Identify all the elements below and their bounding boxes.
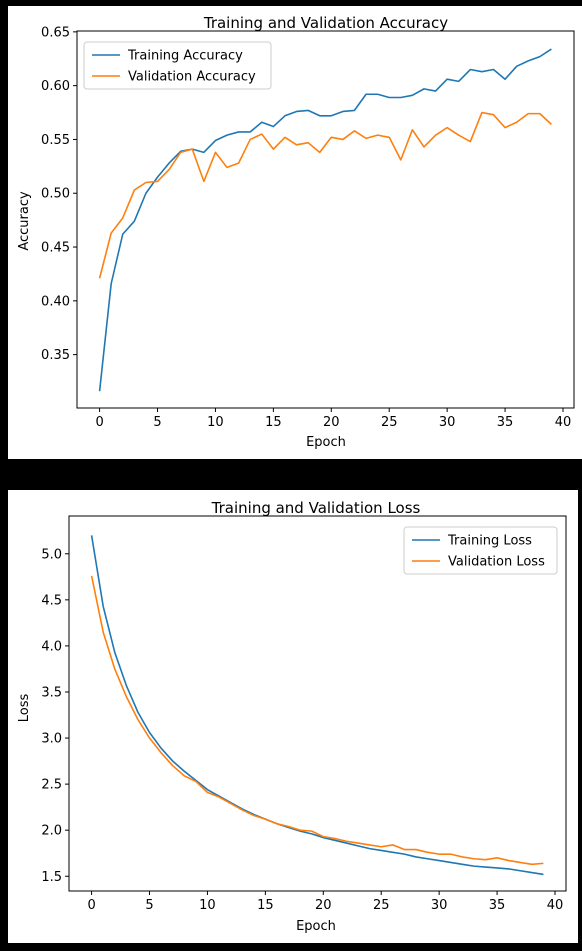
axis-ticks: 0 5 10 15 20 25 30 35 40 0.35 0.40 0.45 0.50 0.55 0.60… [41,25,571,430]
x-tick-label: 25 [381,415,398,430]
y-tick-label: 0.55 [41,133,70,148]
legend-entry: Training Loss [447,534,532,549]
x-tick-label: 10 [199,898,216,913]
y-tick-label: 0.45 [41,241,70,256]
series-lines [90,535,544,876]
x-tick-label: 0 [95,415,103,430]
y-tick-label: 5.0 [41,547,62,562]
y-tick-label: 3.5 [41,685,62,700]
legend-entry: Validation Loss [448,555,545,570]
x-tick-label: 15 [257,898,274,913]
y-tick-label: 0.50 [41,187,70,202]
legend-frame [83,41,272,90]
axis-ticks: 0 5 10 15 20 25 30 35 40 1.5 2.0 2.5 3.0 3.5 4.0 4.5 5.0 [41,547,563,913]
series-lines [98,48,552,392]
x-axis-label: Epoch [296,919,336,934]
y-tick-label: 0.65 [41,25,70,40]
x-tick-label: 40 [555,415,572,430]
x-tick-label: 35 [489,898,506,913]
legend: Training Accuracy Validation Accuracy [83,41,272,90]
plot-frame [76,30,575,409]
x-tick-label: 5 [153,415,161,430]
x-tick-label: 30 [439,415,456,430]
x-tick-label: 5 [145,898,153,913]
y-tick-label: 0.60 [41,79,70,94]
chart-title: Training and Validation Loss [211,499,421,517]
y-tick-label: 1.5 [41,870,62,885]
x-tick-label: 40 [547,898,564,913]
series-line-validation-accuracy [98,111,552,279]
accuracy-chart-panel: Training and Validation Accuracy Epoch A… [8,6,582,459]
loss-chart-panel: Training and Validation Loss Epoch Loss … [8,490,578,943]
y-tick-label: 0.35 [41,348,70,363]
y-tick-label: 4.5 [41,593,62,608]
loss-chart: Training and Validation Loss Epoch Loss … [17,499,567,934]
series-line-validation-loss [90,575,544,866]
y-axis-label: Loss [17,694,32,723]
y-axis-label: Accuracy [17,191,32,251]
chart-title: Training and Validation Accuracy [203,14,448,32]
y-tick-label: 2.0 [41,824,62,839]
x-tick-label: 20 [315,898,332,913]
x-axis-label: Epoch [306,435,346,450]
x-tick-label: 20 [323,415,340,430]
legend-entry: Training Accuracy [127,49,243,64]
y-tick-label: 0.40 [41,294,70,309]
legend-entry: Validation Accuracy [128,70,256,85]
x-tick-label: 25 [373,898,390,913]
y-tick-label: 4.0 [41,639,62,654]
y-tick-label: 2.5 [41,778,62,793]
plot-frame [68,515,567,892]
y-tick-label: 3.0 [41,732,62,747]
x-tick-label: 0 [87,898,95,913]
legend: Training Loss Validation Loss [403,526,558,575]
x-tick-label: 10 [207,415,224,430]
legend-frame [403,526,558,575]
x-tick-label: 35 [497,415,514,430]
accuracy-chart: Training and Validation Accuracy Epoch A… [17,14,575,450]
series-line-training-loss [90,535,544,876]
x-tick-label: 15 [265,415,282,430]
series-line-training-accuracy [98,48,552,392]
x-tick-label: 30 [431,898,448,913]
